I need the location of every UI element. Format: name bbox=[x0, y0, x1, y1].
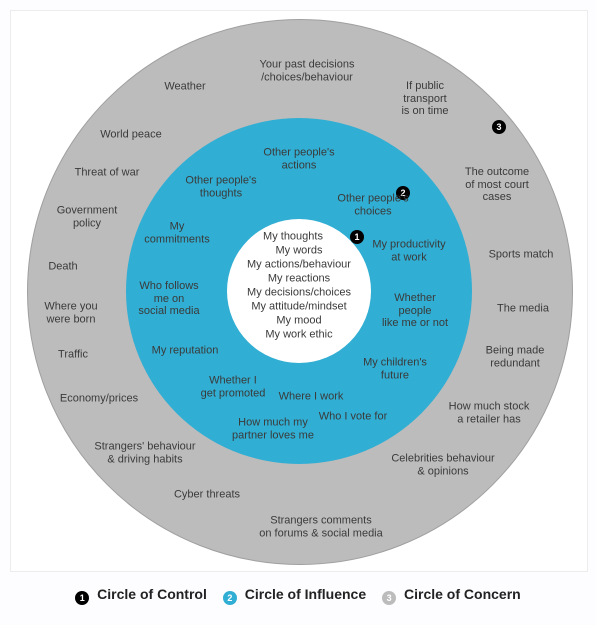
diagram-label: Whether people like me or not bbox=[382, 292, 448, 330]
diagram-label: The media bbox=[497, 303, 549, 316]
diagram-label: Where I work bbox=[279, 391, 344, 404]
legend-item-influence: 2 Circle of Influence bbox=[223, 586, 366, 602]
legend-label: Circle of Concern bbox=[400, 586, 521, 602]
diagram-label: My decisions/choices bbox=[247, 287, 351, 300]
legend: 1 Circle of Control 2 Circle of Influence… bbox=[10, 586, 586, 605]
diagram-label: My work ethic bbox=[265, 329, 332, 342]
diagram-label: Other people's actions bbox=[263, 146, 334, 171]
diagram-label: If public transport is on time bbox=[401, 80, 448, 118]
diagram-label: Who follows me on social media bbox=[138, 280, 199, 318]
diagram-label: Who I vote for bbox=[319, 411, 387, 424]
diagram-label: My words bbox=[275, 245, 322, 258]
diagram-label: My productivity at work bbox=[372, 238, 445, 263]
diagram-label: Death bbox=[48, 261, 77, 274]
legend-label: Circle of Influence bbox=[241, 586, 366, 602]
diagram-label: Economy/prices bbox=[60, 393, 138, 406]
diagram-label: My thoughts bbox=[263, 231, 323, 244]
diagram-label: Whether I get promoted bbox=[201, 374, 266, 399]
marker-concern: 3 bbox=[492, 120, 506, 134]
diagram-label: How much stock a retailer has bbox=[449, 400, 530, 425]
diagram-label: Your past decisions /choices/behaviour bbox=[260, 58, 355, 83]
diagram-label: Cyber threats bbox=[174, 489, 240, 502]
legend-dot-icon: 1 bbox=[75, 591, 89, 605]
diagram-label: Where you were born bbox=[44, 300, 97, 325]
diagram-label: Threat of war bbox=[75, 167, 140, 180]
diagram-label: Weather bbox=[164, 81, 205, 94]
legend-dot-icon: 3 bbox=[382, 591, 396, 605]
diagram-label: Other people's thoughts bbox=[185, 174, 256, 199]
diagram-label: My mood bbox=[276, 315, 321, 328]
diagram-label: Traffic bbox=[58, 349, 88, 362]
diagram-label: My commitments bbox=[144, 220, 209, 245]
diagram-label: My children's future bbox=[363, 356, 427, 381]
diagram-label: World peace bbox=[100, 129, 162, 142]
legend-label: Circle of Control bbox=[93, 586, 207, 602]
diagram-label: Government policy bbox=[57, 204, 118, 229]
diagram-label: How much my partner loves me bbox=[232, 416, 314, 441]
diagram-label: My attitude/mindset bbox=[251, 301, 346, 314]
diagram-label: Celebrities behaviour & opinions bbox=[391, 452, 494, 477]
diagram-label: My reputation bbox=[152, 345, 219, 358]
legend-item-concern: 3 Circle of Concern bbox=[382, 586, 521, 602]
legend-dot-icon: 2 bbox=[223, 591, 237, 605]
diagram-label: Strangers comments on forums & social me… bbox=[259, 514, 383, 539]
diagram-label: My actions/behaviour bbox=[247, 259, 351, 272]
diagram-label: Sports match bbox=[489, 249, 554, 262]
diagram-label: The outcome of most court cases bbox=[465, 166, 529, 204]
diagram-label: Being made redundant bbox=[486, 344, 545, 369]
circles-diagram: 321My thoughtsMy wordsMy actions/behavio… bbox=[10, 10, 588, 572]
diagram-label: Other people's choices bbox=[337, 192, 408, 217]
marker-control: 1 bbox=[350, 230, 364, 244]
diagram-label: My reactions bbox=[268, 273, 330, 286]
diagram-label: Strangers' behaviour & driving habits bbox=[94, 440, 195, 465]
legend-item-control: 1 Circle of Control bbox=[75, 586, 207, 602]
